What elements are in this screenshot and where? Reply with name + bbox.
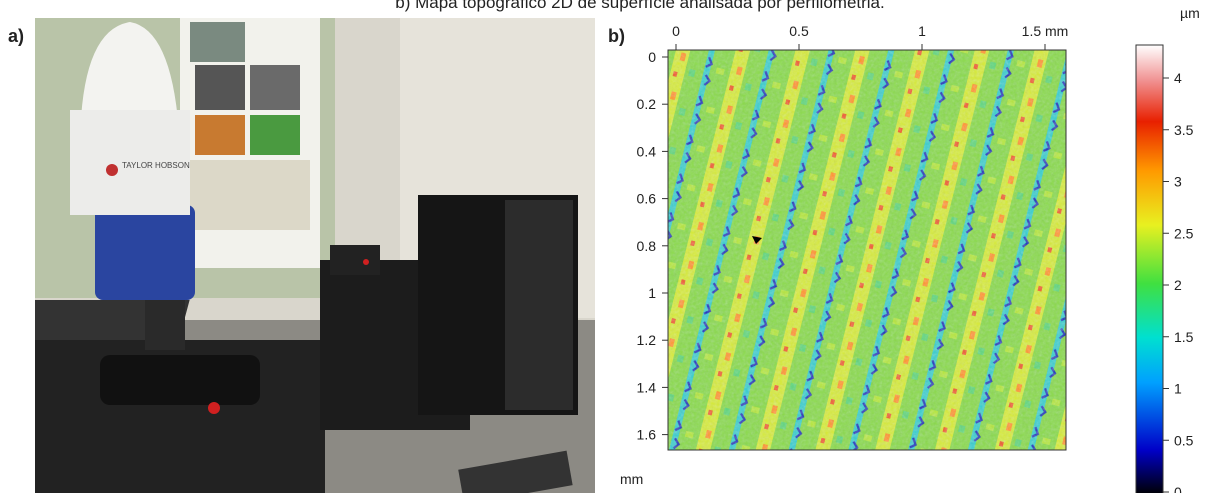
y-tick-label: 0 <box>648 49 656 65</box>
topographic-map: mm µm <box>620 5 1200 493</box>
y-tick-label: 0.4 <box>637 143 657 159</box>
y-tick-label: 1.2 <box>637 332 657 348</box>
y-tick-label: 0.8 <box>637 238 657 254</box>
y-tick-label: 0.6 <box>637 191 657 207</box>
defect <box>752 236 762 244</box>
colorbar-tick-label: 3.5 <box>1174 122 1194 138</box>
colorbar-tick-label: 0 <box>1174 484 1182 493</box>
y-tick-label: 1.4 <box>637 379 657 395</box>
colorbar-tick-label: 2.5 <box>1174 225 1194 241</box>
colorbar-tick-label: 1.5 <box>1174 329 1194 345</box>
colorbar-tick-label: 3 <box>1174 174 1182 190</box>
colorbar-tick-label: 2 <box>1174 277 1182 293</box>
height-map <box>668 50 1066 450</box>
photo: TAYLOR HOBSON <box>35 18 595 493</box>
x-tick-label: 0 <box>672 23 680 39</box>
y-tick-label: 0.2 <box>637 96 657 112</box>
map-frame <box>667 49 1067 451</box>
colorbar-tick-label: 0.5 <box>1174 432 1194 448</box>
x-tick-label: 1 <box>918 23 926 39</box>
brand-logo: TAYLOR HOBSON <box>122 161 190 170</box>
panel-label: b) <box>608 26 625 46</box>
colorbar-tick-label: 4 <box>1174 70 1182 86</box>
panel-label: a) <box>8 26 24 46</box>
y-tick-label: 1 <box>648 285 656 301</box>
caption: b) Mapa topográfico 2D de superfície ana… <box>395 0 885 12</box>
y-unit: mm <box>620 471 643 487</box>
x-tick-label: 0.5 <box>789 23 809 39</box>
colorbar-unit: µm <box>1180 5 1200 21</box>
x-tick-label: 1.5 mm <box>1022 23 1069 39</box>
y-tick-label: 1.6 <box>637 427 657 443</box>
colorbar-tick-label: 1 <box>1174 381 1182 397</box>
colorbar <box>1135 44 1164 493</box>
